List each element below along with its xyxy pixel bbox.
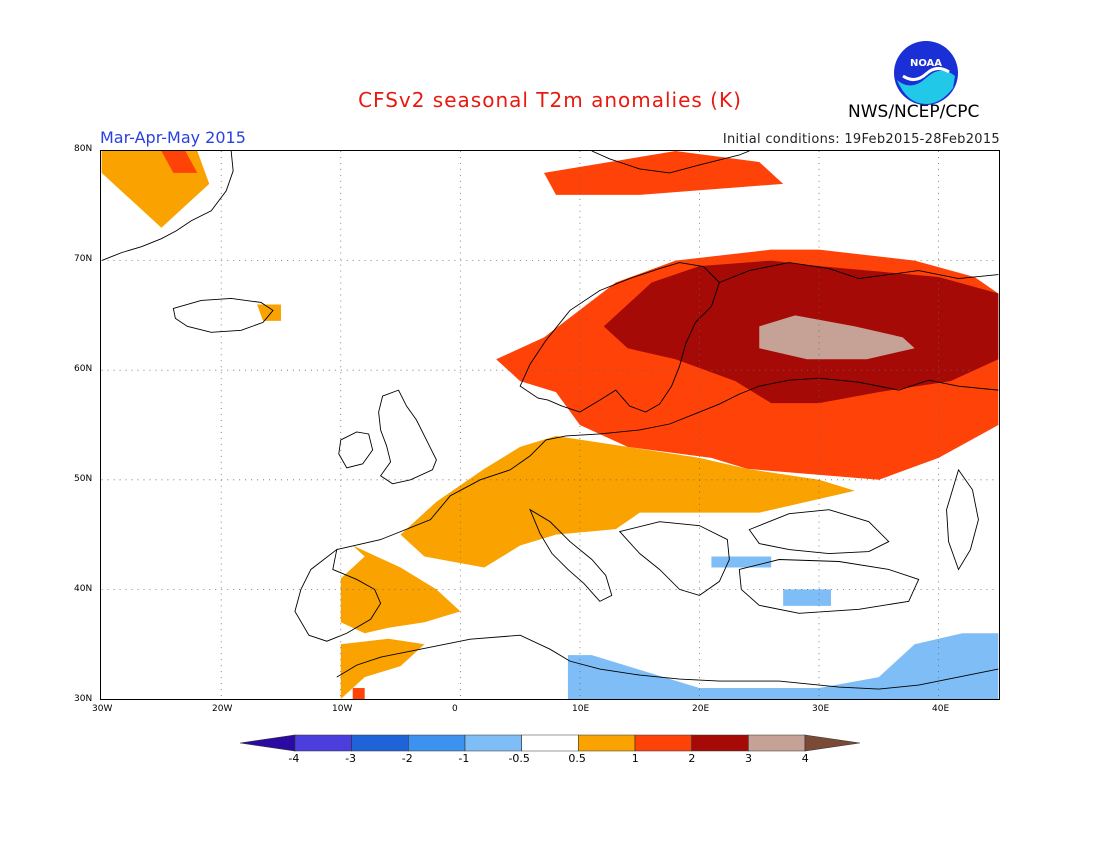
colorbar-tick-label: -1 bbox=[458, 752, 470, 765]
anomaly-region--1--0.5 bbox=[783, 589, 831, 606]
lon-tick-label: 10E bbox=[572, 704, 590, 714]
agency-label: NWS/NCEP/CPC bbox=[848, 102, 980, 122]
lon-tick-label: 20W bbox=[212, 704, 233, 714]
anomaly-region-3-4 bbox=[759, 315, 915, 360]
anomaly-region-0.5-1 bbox=[400, 435, 855, 568]
colorbar-tick-label: -4 bbox=[288, 752, 300, 765]
lon-tick-label: 30E bbox=[812, 704, 830, 714]
colorbar-segment bbox=[578, 734, 636, 752]
initial-conditions: Initial conditions: 19Feb2015-28Feb2015 bbox=[722, 132, 1000, 147]
anomaly-region-0.5-1 bbox=[257, 304, 281, 321]
coastlines bbox=[101, 151, 999, 690]
logo-text: NOAA bbox=[910, 58, 942, 69]
colorbar-arrow-right bbox=[804, 734, 860, 752]
colorbar-tick-label: 4 bbox=[801, 752, 809, 765]
colorbar-segment bbox=[634, 734, 692, 752]
colorbar-tick-label: -2 bbox=[401, 752, 413, 765]
lat-tick-label: 70N bbox=[74, 254, 93, 264]
anomaly-region-0.5-1 bbox=[101, 151, 210, 228]
lon-tick-label: 40E bbox=[932, 704, 950, 714]
anomaly-region--1--0.5 bbox=[711, 556, 772, 568]
anomaly-regions bbox=[101, 151, 999, 699]
lat-tick-label: 50N bbox=[74, 474, 93, 484]
colorbar-tick-label: 2 bbox=[688, 752, 696, 765]
colorbar bbox=[240, 734, 860, 752]
lon-tick-label: 0 bbox=[452, 704, 458, 714]
colorbar-tick-label: 1 bbox=[631, 752, 639, 765]
colorbar-segment bbox=[464, 734, 522, 752]
colorbar-tick-label: -0.5 bbox=[508, 752, 530, 765]
colorbar-segment bbox=[521, 734, 579, 752]
anomaly-region-1-2 bbox=[544, 151, 784, 195]
graticule bbox=[101, 151, 999, 699]
colorbar-tick-label: 3 bbox=[745, 752, 753, 765]
anomaly-region-0.5-1 bbox=[340, 638, 425, 699]
lon-tick-label: 30W bbox=[92, 704, 113, 714]
anomaly-region--1--0.5 bbox=[567, 633, 999, 699]
colorbar-segment bbox=[408, 734, 466, 752]
colorbar-tick-label: -3 bbox=[345, 752, 357, 765]
lat-tick-label: 60N bbox=[74, 364, 93, 374]
lon-tick-label: 10W bbox=[332, 704, 353, 714]
colorbar-segment bbox=[294, 734, 352, 752]
colorbar-segment bbox=[691, 734, 749, 752]
colorbar-arrow-left bbox=[240, 734, 296, 752]
lon-tick-label: 20E bbox=[692, 704, 710, 714]
lat-tick-label: 30N bbox=[74, 694, 93, 704]
colorbar-tick-label: 0.5 bbox=[568, 752, 586, 765]
colorbar-segment bbox=[351, 734, 409, 752]
lat-tick-label: 80N bbox=[74, 144, 93, 154]
noaa-logo: NOAA bbox=[894, 41, 958, 105]
anomaly-region-1-2 bbox=[352, 688, 365, 699]
chart-title: CFSv2 seasonal T2m anomalies (K) bbox=[358, 88, 742, 112]
lat-tick-label: 40N bbox=[74, 584, 93, 594]
colorbar-segment bbox=[748, 734, 806, 752]
anomaly-map bbox=[100, 150, 1000, 700]
season-label: Mar-Apr-May 2015 bbox=[100, 128, 246, 147]
